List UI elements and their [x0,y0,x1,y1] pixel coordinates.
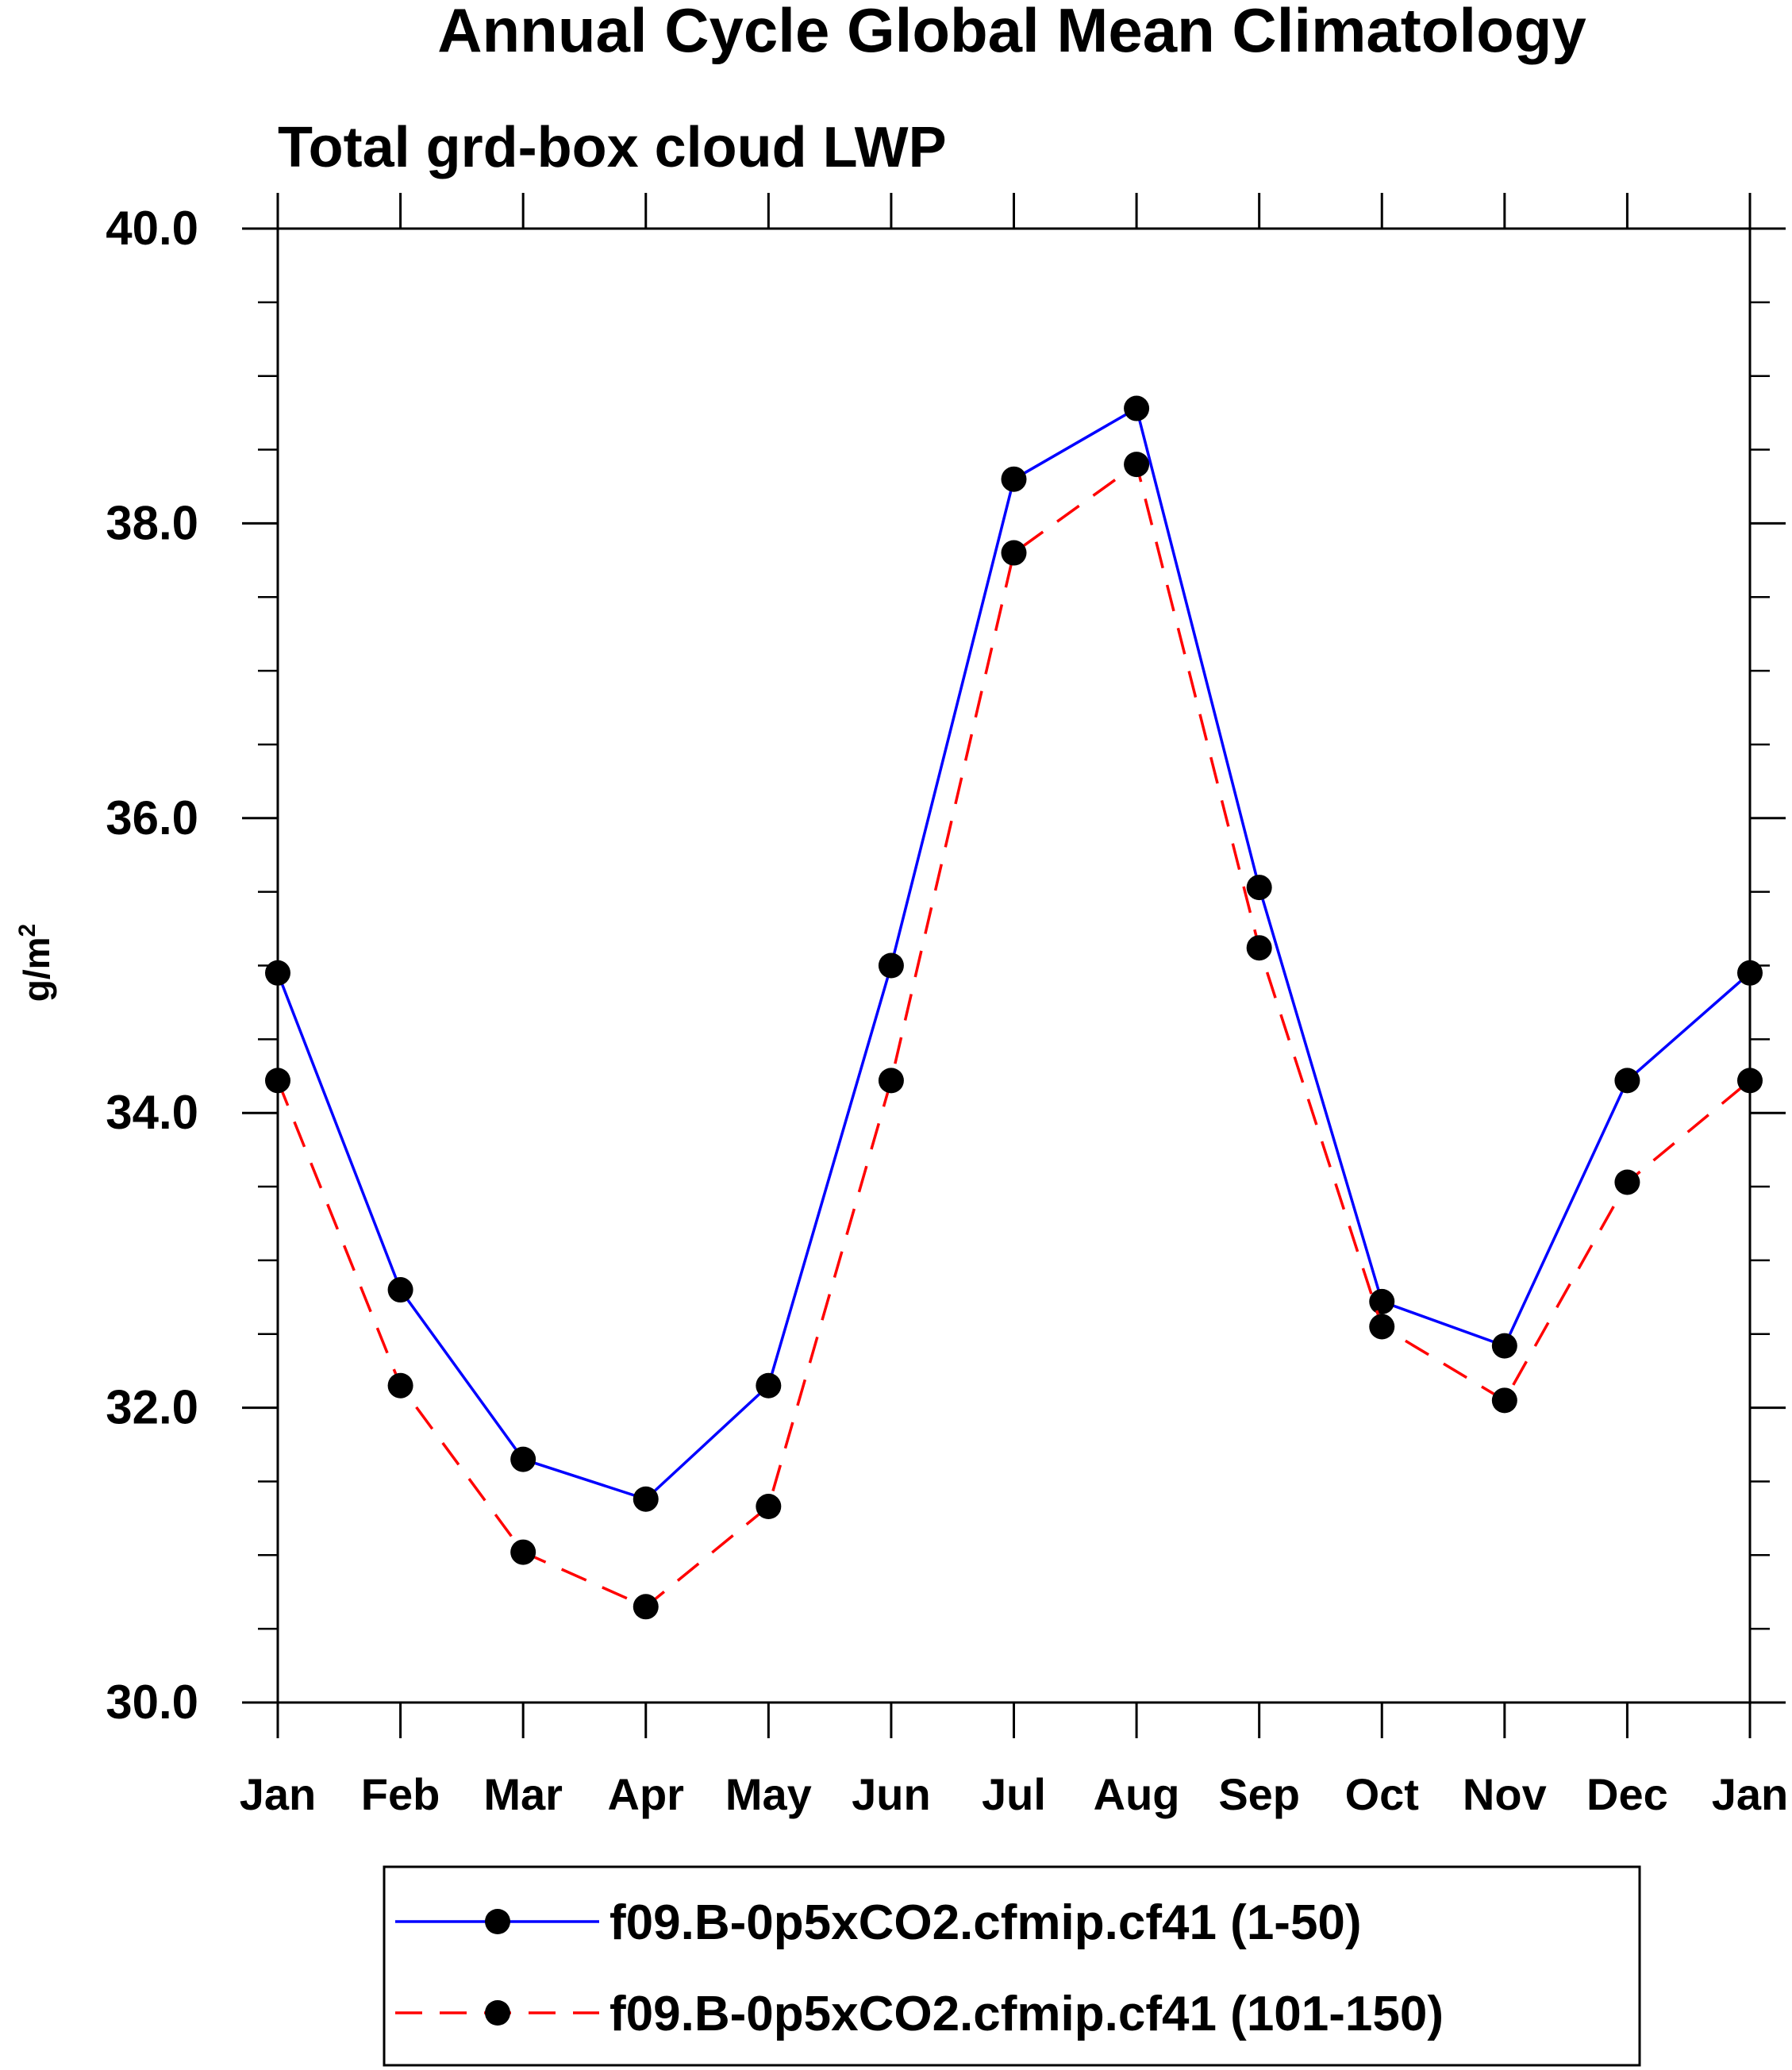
data-point [1491,1387,1517,1414]
x-tick-label: Jul [982,1769,1046,1819]
x-tick-label: Sep [1218,1769,1300,1819]
y-tick-label: 40.0 [106,202,198,255]
series-1 [265,395,1763,1512]
x-tick-label: Jan [240,1769,317,1819]
axis-ticks: 30.0 32.0 34.0 36.0 38.0 40.0 Jan Feb Mar Apr May J… [106,193,1788,1819]
x-tick-label: Mar [483,1769,563,1819]
chart-title: Annual Cycle Global Mean Climatology [437,0,1586,65]
data-point [878,1068,904,1094]
data-point [387,1277,413,1303]
data-point [878,952,904,979]
data-point [1614,1068,1640,1094]
data-point [1246,935,1272,961]
data-point [265,960,290,986]
data-point [265,1068,290,1094]
legend: f09.B-0p5xCO2.cfmip.cf41 (1-50) f09.B-0p5… [383,1865,1641,2067]
legend-marker [485,1909,510,1934]
data-point [1369,1288,1395,1314]
data-point [1737,960,1763,986]
y-axis-label-text: g/m [16,937,57,1002]
data-point [633,1486,659,1512]
x-tick-label: Apr [608,1769,684,1819]
x-tick-label: Jun [852,1769,931,1819]
x-tick-label: May [725,1769,812,1819]
data-point [1491,1333,1517,1359]
data-point [1001,466,1027,492]
series-line [276,406,1752,1501]
y-tick-label: 36.0 [106,791,198,845]
legend-marker [485,2000,510,2026]
series-2 [265,452,1763,1620]
series-line [276,463,1752,1609]
data-point [1124,395,1150,421]
legend-label: f09.B-0p5xCO2.cfmip.cf41 (1-50) [610,1895,1362,1950]
legend-box [383,1865,1641,2067]
y-tick-label: 34.0 [106,1086,198,1139]
data-point [510,1539,536,1565]
x-tick-label: Oct [1345,1769,1419,1819]
data-point [387,1372,413,1399]
x-tick-label: Nov [1463,1769,1547,1819]
data-point [1737,1068,1763,1094]
y-axis-label-superscript: 2 [14,924,40,937]
plot-axes [276,227,1752,1704]
data-point [1124,452,1150,478]
data-point [1246,875,1272,901]
legend-label: f09.B-0p5xCO2.cfmip.cf41 (101-150) [610,1987,1444,2041]
y-axis-label: g/m2 [14,924,57,1002]
y-tick-label: 30.0 [106,1676,198,1729]
data-point [1614,1169,1640,1195]
data-point [1369,1314,1395,1340]
x-tick-label: Dec [1586,1769,1668,1819]
data-point [756,1494,782,1520]
series-layer [265,395,1763,1620]
data-point [1001,540,1027,566]
y-tick-label: 38.0 [106,496,198,549]
plot-frame [276,227,1752,1704]
chart-subtitle: Total grd-box cloud LWP [278,116,947,179]
x-tick-label: Jan [1712,1769,1789,1819]
data-point [633,1594,659,1620]
x-tick-label: Aug [1094,1769,1180,1819]
y-tick-label: 32.0 [106,1381,198,1434]
x-tick-label: Feb [361,1769,440,1819]
data-point [510,1446,536,1472]
data-point [756,1372,782,1399]
